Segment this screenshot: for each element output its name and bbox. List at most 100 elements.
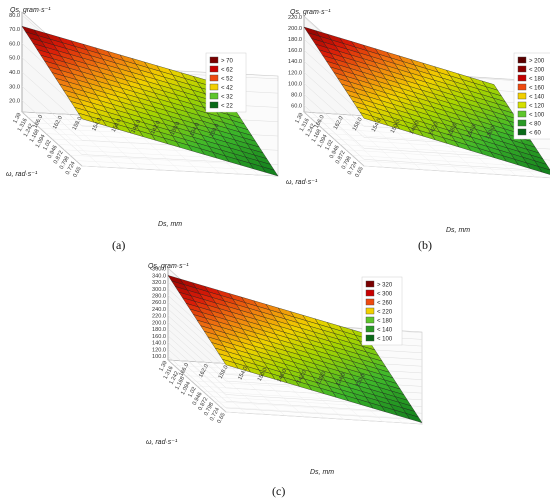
y-axis-ticks: 0.650.7240.7980.8720.9461.021.0941.1681.…	[12, 112, 82, 178]
legend-swatch	[365, 298, 375, 306]
y-axis-ticks: 0.650.7240.7980.8720.9461.021.0941.1681.…	[158, 360, 226, 424]
legend-label: < 180	[529, 77, 545, 83]
z-tick-label: 140.0	[288, 59, 302, 65]
floor-gridline	[225, 411, 423, 425]
z-axis-label: Qs, gram·s⁻¹	[290, 9, 331, 16]
legend-label: < 60	[529, 131, 542, 137]
x-axis-ticks: 166.0 162.0 158.0 154.0 150.0 146.0 142.0 138.0…	[32, 114, 220, 138]
surface-plot-b: 60.0 80.0 100.0 120.0 140.0 160.0 180.0 200.0 22…	[286, 9, 550, 234]
floor-gridline	[357, 160, 549, 173]
y-tick-label: 1.39	[294, 112, 304, 124]
y-tick-label: 1.094	[180, 381, 192, 396]
legend-swatch	[209, 83, 219, 91]
x-tick-label: 158.0	[72, 116, 84, 131]
y-axis-label: ω, rad·s⁻¹	[286, 179, 318, 186]
z-tick-label: 20.0	[9, 99, 20, 105]
z-tick-label: 360.0	[152, 267, 166, 273]
z-tick-label: 80.0	[291, 92, 302, 98]
z-tick-label: 180.0	[152, 327, 166, 333]
panel-label-c: (c)	[272, 484, 286, 498]
x-tick-label: 154.0	[237, 366, 249, 381]
z-tick-label: 30.0	[9, 84, 20, 90]
y-tick-label: 1.39	[158, 360, 168, 372]
x-axis-label: Ds, mm	[446, 227, 470, 234]
legend-label: > 200	[529, 59, 545, 65]
legend-label: < 180	[377, 319, 393, 325]
x-tick-label: 154.0	[91, 117, 103, 132]
z-gridline	[167, 355, 423, 421]
legend-label: < 32	[221, 95, 234, 101]
y-tick-label: 0.946	[329, 145, 341, 160]
z-tick-label: 280.0	[152, 294, 166, 300]
y-tick-label: 0.65	[354, 166, 364, 178]
z-tick-label: 320.0	[152, 280, 166, 286]
legend-label: < 52	[221, 77, 234, 83]
y-tick-label: 0.946	[47, 145, 59, 160]
z-tick-label: 200.0	[288, 26, 302, 32]
z-tick-label: 70.0	[9, 27, 20, 33]
z-tick-label: 260.0	[152, 300, 166, 306]
legend-label: < 80	[529, 122, 542, 128]
z-axis-ticks: 60.0 80.0 100.0 120.0 140.0 160.0 180.0 200.0 22…	[288, 15, 302, 109]
legend-swatch	[517, 128, 527, 136]
legend-swatch	[517, 56, 527, 64]
y-tick-label: 1.242	[168, 371, 180, 386]
x-tick-label: 134.0	[189, 122, 201, 137]
x-tick-label: 130.0	[209, 123, 221, 138]
x-tick-label: 130.0	[485, 125, 497, 140]
legend-swatch	[365, 289, 375, 297]
z-tick-label: 60.0	[9, 41, 20, 47]
x-axis-ticks: 166.0 162.0 158.0 154.0 150.0 146.0 142.0 138.0…	[314, 114, 497, 140]
legend-swatch	[365, 325, 375, 333]
z-axis-ticks: 20.0 30.0 40.0 50.0 60.0 70.0 80.0	[9, 13, 20, 105]
x-tick-label: 150.0	[111, 118, 123, 133]
y-tick-label: 1.02	[42, 139, 52, 151]
x-tick-label: 162.0	[333, 116, 345, 131]
y-tick-label: 0.872	[53, 150, 65, 165]
y-tick-label: 1.242	[305, 123, 317, 138]
z-tick-label: 340.0	[152, 273, 166, 279]
y-tick-label: 0.65	[216, 412, 226, 424]
floor-gridline	[69, 155, 267, 166]
x-tick-label: 134.0	[466, 124, 478, 139]
legend-swatch	[365, 334, 375, 342]
floor-gridline	[220, 406, 417, 419]
x-tick-label: 158.0	[218, 365, 230, 380]
y-axis-label: ω, rad·s⁻¹	[146, 439, 178, 446]
y-tick-label: 1.094	[317, 134, 329, 149]
z-tick-label: 220.0	[152, 314, 166, 320]
y-tick-label: 1.02	[324, 139, 334, 151]
y-tick-label: 1.094	[35, 134, 47, 149]
surface-cell	[405, 413, 423, 423]
y-tick-label: 1.242	[23, 123, 35, 138]
z-tick-label: 100.0	[152, 354, 166, 360]
legend-swatch	[209, 65, 219, 73]
z-tick-label: 240.0	[152, 307, 166, 313]
z-tick-label: 80.0	[9, 13, 20, 19]
x-tick-label: 138.0	[170, 121, 182, 136]
legend-swatch	[209, 56, 219, 64]
legend-swatch	[517, 101, 527, 109]
y-axis-ticks: 0.650.7240.7980.8720.9461.021.0941.1681.…	[294, 112, 364, 178]
x-tick-label: 142.0	[150, 120, 162, 135]
legend-label: < 300	[377, 292, 393, 298]
legend-label: < 120	[529, 104, 545, 110]
legend-label: < 200	[529, 68, 545, 74]
z-axis-ticks: 100.0120.0140.0160.0180.0200.0220.0240.0…	[152, 267, 166, 360]
z-tick-label: 100.0	[288, 81, 302, 87]
x-tick-label: 138.0	[316, 371, 328, 386]
y-tick-label: 0.798	[203, 402, 215, 417]
y-tick-label: 0.872	[197, 397, 209, 412]
panel-label-a: (a)	[112, 238, 126, 252]
x-tick-label: 154.0	[371, 118, 383, 133]
legend-swatch	[209, 74, 219, 82]
y-tick-label: 1.316	[17, 118, 29, 133]
legend: > 200 < 200 < 180 < 160 < 140 < 120 < 100 < 80 <…	[513, 52, 550, 140]
x-tick-label: 142.0	[296, 370, 308, 385]
z-tick-label: 300.0	[152, 287, 166, 293]
surface-chart-b: 60.0 80.0 100.0 120.0 140.0 160.0 180.0 200.0 22…	[280, 0, 550, 252]
legend-label: < 260	[377, 301, 393, 307]
legend-label: < 160	[529, 86, 545, 92]
legend: > 320 < 300 < 260 < 220 < 180 < 140 < 100	[361, 276, 403, 346]
x-axis-label: Ds, mm	[158, 221, 182, 228]
